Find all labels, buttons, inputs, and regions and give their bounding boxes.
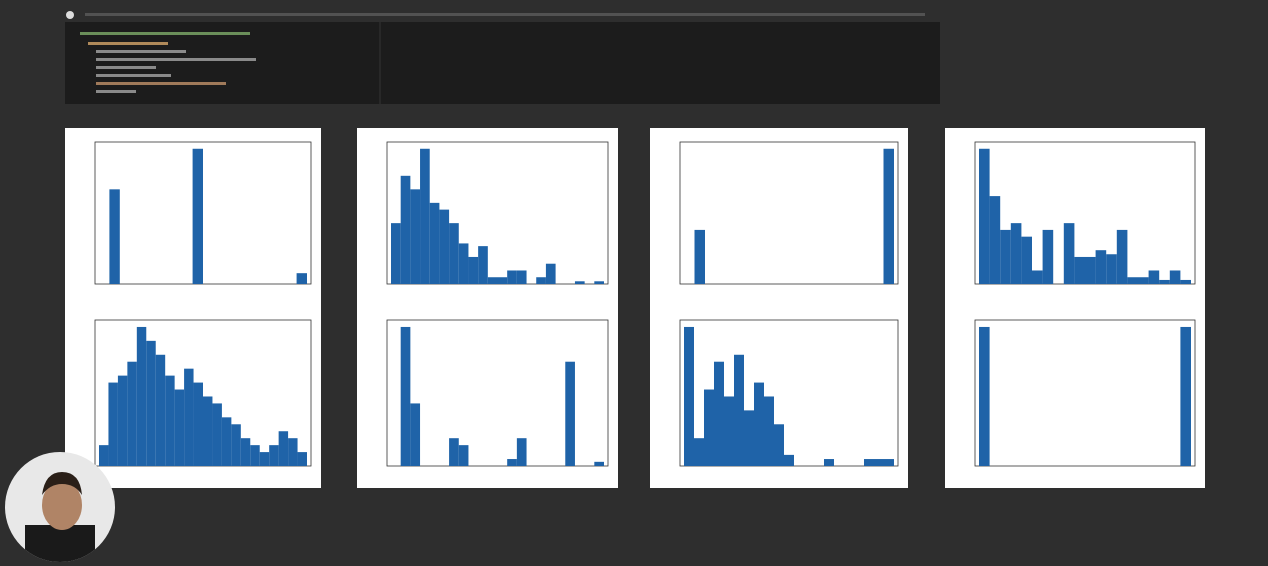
histogram-bar (1148, 270, 1160, 284)
axes-frame (386, 319, 609, 467)
histogram-bar (536, 277, 546, 284)
histogram-bar (1169, 270, 1181, 284)
histogram-bar (165, 375, 175, 466)
histogram-bar (429, 202, 440, 284)
histogram-bar (1159, 279, 1170, 284)
histograms (94, 141, 1196, 467)
histogram-bar (594, 281, 604, 284)
histogram-bar (694, 438, 704, 466)
histogram-bar (1127, 277, 1138, 284)
histogram-bar (1106, 254, 1117, 284)
histogram-bar (420, 148, 430, 284)
histogram-bar (99, 445, 109, 466)
histogram-bar (684, 326, 694, 466)
histogram-bar (278, 431, 289, 466)
histogram-bar (391, 223, 401, 284)
histogram-bar (458, 445, 469, 466)
histogram-bar (410, 403, 421, 466)
histogram-bar (884, 459, 894, 466)
histogram-bar (288, 438, 298, 466)
histogram-bar (1095, 250, 1107, 284)
histogram-bar (478, 246, 488, 284)
histogram-bar (250, 445, 260, 466)
histogram-bar (516, 438, 527, 466)
histogram-bar (240, 438, 251, 466)
histogram-bar (184, 368, 194, 466)
histogram-bar (864, 459, 874, 466)
histogram-bar (297, 452, 307, 466)
histogram-bar (269, 445, 279, 466)
histogram-bar (545, 263, 556, 284)
histogram-bar (458, 243, 469, 284)
histogram-bar (507, 270, 517, 284)
histogram-bar (221, 417, 232, 466)
histogram-bar (400, 326, 411, 466)
histogram-bar (764, 396, 774, 466)
histogram-bar (574, 281, 585, 284)
histogram-bar (449, 438, 459, 466)
histogram-bar (1000, 229, 1011, 284)
histogram-bar (565, 361, 575, 466)
histogram-bar (212, 403, 222, 466)
histogram-bar (174, 389, 185, 466)
axes-frame (679, 141, 899, 285)
histogram-bar (1032, 270, 1043, 284)
histogram-bar (1116, 229, 1128, 284)
histogram-bar (1063, 223, 1075, 284)
histogram-bar (874, 459, 884, 466)
histogram-bar (1010, 223, 1022, 284)
histogram-bar (117, 375, 128, 466)
histogram-bar (774, 424, 784, 466)
histogram-bar (979, 148, 990, 284)
histogram-bar (231, 424, 241, 466)
histogram-bar (1074, 256, 1085, 284)
histogram-bar (203, 396, 213, 466)
histogram-bar (754, 382, 764, 466)
histogram-bar (989, 196, 1001, 284)
histogram-bar (1180, 326, 1191, 466)
histogram-bar (296, 273, 307, 284)
histogram-bar (704, 389, 714, 466)
histogram-bar (1138, 277, 1149, 284)
histogram-bar (146, 340, 156, 466)
histogram-bar (979, 326, 990, 466)
histogram-bar (259, 452, 270, 466)
histogram-bar (192, 148, 203, 284)
toolbar (66, 11, 925, 19)
histogram-bar (516, 270, 527, 284)
histogram-bar (109, 189, 120, 284)
histogram-bar (594, 461, 604, 466)
histogram-bar (1042, 229, 1054, 284)
histogram-bar (136, 326, 147, 466)
histogram-bar (108, 382, 118, 466)
histogram-bar (1021, 236, 1032, 284)
histogram-bar (400, 175, 411, 284)
histogram-bar (449, 223, 459, 284)
histogram-bar (744, 410, 754, 466)
histogram-bar (127, 361, 137, 466)
histogram-bar (410, 189, 421, 284)
histogram-bar (784, 454, 794, 466)
histogram-bar (507, 459, 517, 466)
histogram-bar (155, 354, 166, 466)
histogram-bar (1180, 279, 1191, 284)
code-cell (65, 22, 940, 104)
histogram-bar (824, 459, 834, 466)
histogram-bar (468, 256, 479, 284)
histogram-bar (193, 382, 203, 466)
webcam (5, 452, 115, 562)
axes-frame (974, 319, 1196, 467)
histogram-bar (714, 361, 724, 466)
histogram-bar (1085, 256, 1096, 284)
histogram-bar (883, 148, 894, 284)
histogram-bar (734, 354, 744, 466)
histogram-bar (694, 229, 705, 284)
histogram-bar (487, 277, 498, 284)
histogram-bar (724, 396, 734, 466)
histogram-bar (439, 209, 450, 284)
histogram-bar (497, 277, 508, 284)
